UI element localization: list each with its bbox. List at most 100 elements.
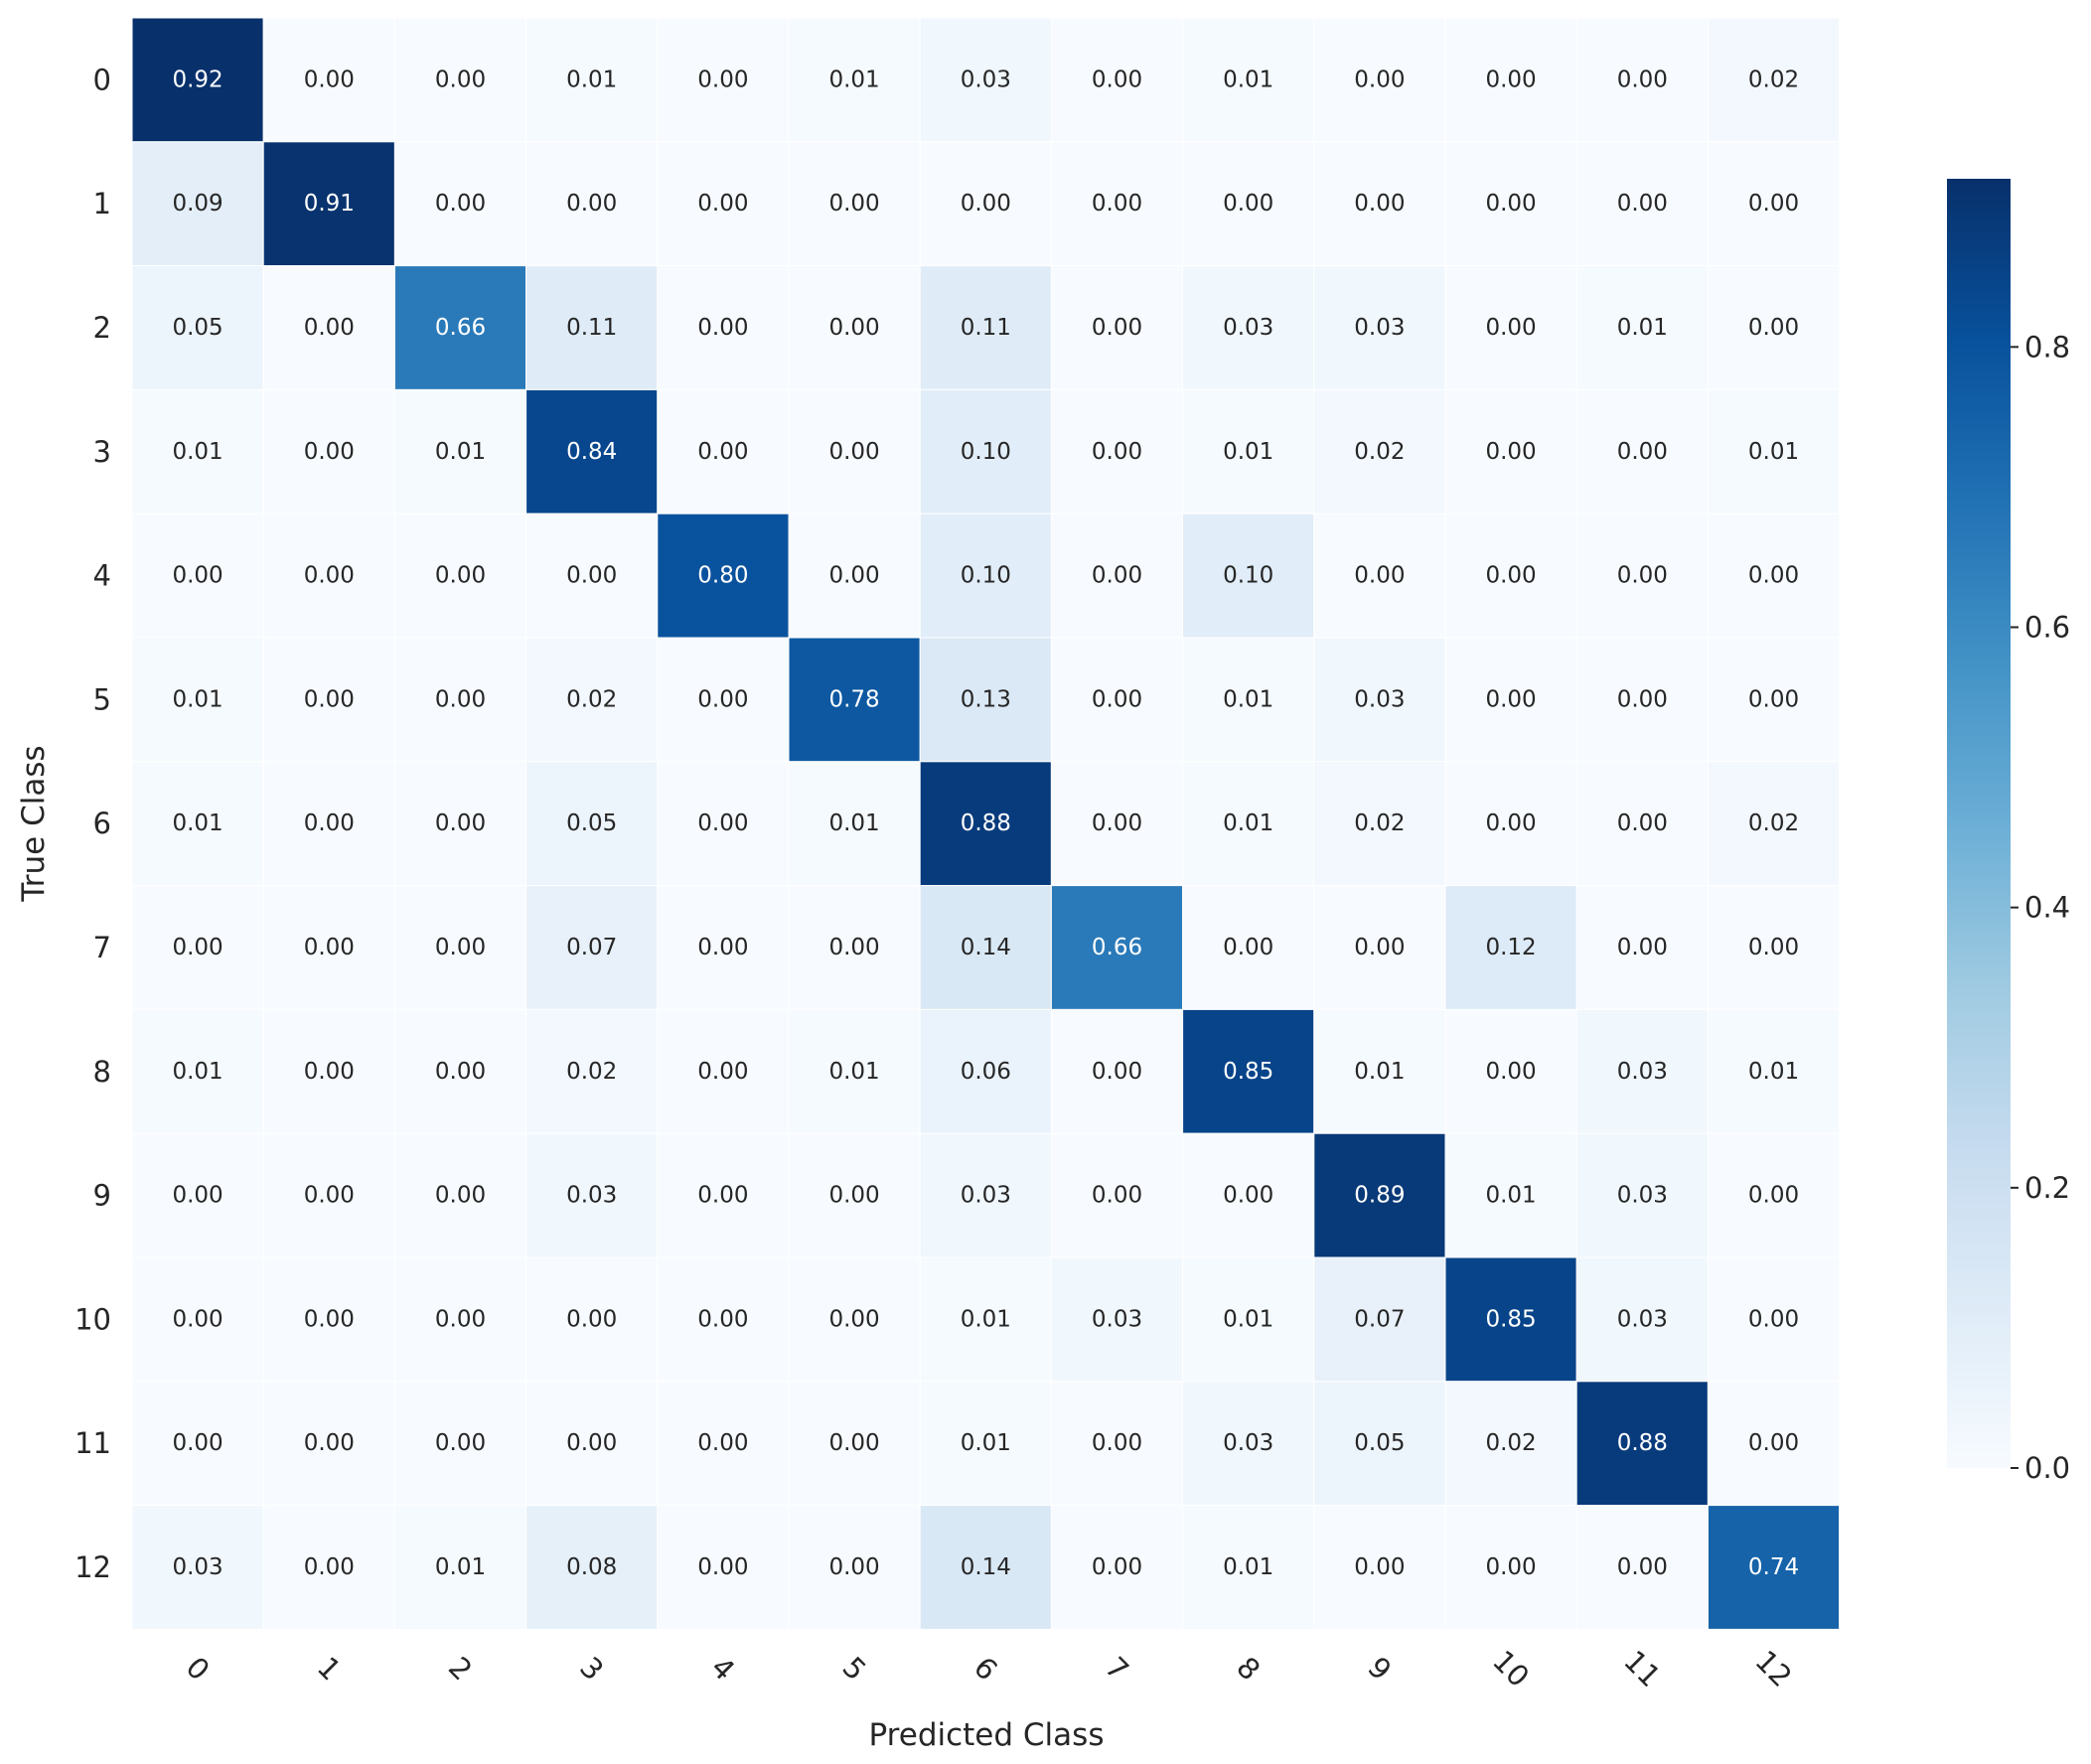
heatmap-cell bbox=[1444, 265, 1577, 390]
heatmap-cell bbox=[1050, 637, 1184, 763]
heatmap-cell bbox=[1313, 637, 1446, 763]
heatmap-cell bbox=[657, 1132, 790, 1258]
x-tick-label: 8 bbox=[1230, 1650, 1267, 1687]
heatmap-cell bbox=[1575, 388, 1709, 514]
heatmap-cell bbox=[525, 388, 659, 514]
heatmap-cell bbox=[919, 141, 1052, 267]
cell-value-label: 0.00 bbox=[1485, 315, 1536, 341]
cell-value-label: 0.01 bbox=[172, 1059, 223, 1085]
heatmap-cell bbox=[1050, 141, 1184, 267]
cell-value-label: 0.80 bbox=[697, 563, 748, 589]
heatmap-cell bbox=[1182, 885, 1315, 1010]
heatmap-cell bbox=[919, 1381, 1052, 1507]
cell-value-label: 0.00 bbox=[1748, 191, 1799, 217]
cell-value-label: 0.00 bbox=[304, 563, 355, 589]
cell-value-label: 0.00 bbox=[1617, 935, 1668, 960]
cell-value-label: 0.03 bbox=[172, 1554, 223, 1580]
y-tick-label: 6 bbox=[93, 807, 111, 840]
cell-value-label: 0.00 bbox=[304, 686, 355, 712]
heatmap-cell bbox=[262, 1008, 395, 1134]
heatmap-cell bbox=[1707, 17, 1841, 143]
cell-value-label: 0.00 bbox=[697, 686, 748, 712]
cell-value-label: 0.00 bbox=[566, 1306, 617, 1332]
heatmap-cell bbox=[262, 1256, 395, 1383]
y-tick-label: 12 bbox=[75, 1550, 111, 1584]
heatmap-cell bbox=[1444, 1008, 1577, 1134]
x-tick-label: 10 bbox=[1486, 1644, 1536, 1693]
cell-value-label: 0.00 bbox=[697, 1430, 748, 1456]
cell-value-label: 0.00 bbox=[435, 191, 486, 217]
heatmap-cell bbox=[1313, 513, 1446, 639]
heatmap-cell bbox=[393, 885, 527, 1010]
cell-value-label: 0.14 bbox=[961, 1554, 1011, 1580]
heatmap-cell bbox=[1050, 1008, 1184, 1134]
cell-value-label: 0.00 bbox=[1354, 1554, 1405, 1580]
cell-value-label: 0.03 bbox=[1354, 315, 1405, 341]
cell-value-label: 0.00 bbox=[1092, 439, 1142, 465]
cell-value-label: 0.07 bbox=[566, 935, 617, 960]
heatmap-cell bbox=[393, 761, 527, 887]
heatmap-cell bbox=[1575, 1505, 1709, 1630]
cell-value-label: 0.01 bbox=[1485, 1183, 1536, 1209]
heatmap-cell bbox=[1707, 1505, 1841, 1630]
cell-value-label: 0.00 bbox=[828, 439, 879, 465]
heatmap-cell bbox=[788, 1132, 921, 1258]
cell-value-label: 0.00 bbox=[1092, 191, 1142, 217]
cell-value-label: 0.01 bbox=[1748, 439, 1799, 465]
x-tick-label: 12 bbox=[1748, 1644, 1798, 1693]
heatmap-cell bbox=[131, 265, 264, 390]
cell-value-label: 0.00 bbox=[1748, 935, 1799, 960]
heatmap-cell bbox=[788, 141, 921, 267]
heatmap-cell bbox=[1707, 1381, 1841, 1507]
cell-value-label: 0.00 bbox=[1092, 563, 1142, 589]
cell-value-label: 0.00 bbox=[1748, 1306, 1799, 1332]
cell-value-label: 0.00 bbox=[1485, 191, 1536, 217]
cell-value-label: 0.02 bbox=[1354, 810, 1405, 836]
cell-value-label: 0.00 bbox=[435, 810, 486, 836]
cell-value-label: 0.00 bbox=[697, 1554, 748, 1580]
cell-value-label: 0.66 bbox=[435, 315, 486, 341]
heatmap-cell bbox=[1050, 17, 1184, 143]
heatmap-cell bbox=[1182, 265, 1315, 390]
heatmap-cell bbox=[1707, 141, 1841, 267]
cell-value-label: 0.00 bbox=[1485, 439, 1536, 465]
heatmap-cell bbox=[1444, 761, 1577, 887]
heatmap-cell bbox=[393, 1008, 527, 1134]
cell-value-label: 0.00 bbox=[1617, 686, 1668, 712]
heatmap-cell bbox=[525, 1256, 659, 1383]
heatmap-cell bbox=[1575, 265, 1709, 390]
heatmap-cell bbox=[262, 1132, 395, 1258]
heatmap-cell bbox=[525, 1505, 659, 1630]
cell-value-label: 0.00 bbox=[697, 315, 748, 341]
heatmap-cell bbox=[1707, 265, 1841, 390]
heatmap-cell bbox=[393, 637, 527, 763]
cell-value-label: 0.00 bbox=[828, 935, 879, 960]
cell-value-label: 0.00 bbox=[566, 1430, 617, 1456]
heatmap-cell bbox=[1575, 1256, 1709, 1383]
cell-value-label: 0.00 bbox=[304, 439, 355, 465]
cell-value-label: 0.00 bbox=[1617, 563, 1668, 589]
heatmap-cell bbox=[1444, 1505, 1577, 1630]
heatmap-cell bbox=[525, 885, 659, 1010]
cell-value-label: 0.07 bbox=[1354, 1306, 1405, 1332]
heatmap-cell bbox=[788, 1505, 921, 1630]
heatmap-cell bbox=[131, 513, 264, 639]
cell-value-label: 0.66 bbox=[1092, 935, 1142, 960]
cell-value-label: 0.00 bbox=[828, 1306, 879, 1332]
heatmap-cell bbox=[788, 885, 921, 1010]
heatmap-cell bbox=[657, 885, 790, 1010]
cell-value-label: 0.01 bbox=[1223, 439, 1273, 465]
cell-value-label: 0.00 bbox=[1485, 1059, 1536, 1085]
cell-value-label: 0.00 bbox=[1223, 191, 1273, 217]
cell-value-label: 0.00 bbox=[1485, 563, 1536, 589]
cell-value-label: 0.00 bbox=[1748, 686, 1799, 712]
heatmap-cell bbox=[131, 637, 264, 763]
cell-value-label: 0.00 bbox=[435, 1059, 486, 1085]
heatmap-cell bbox=[1444, 1381, 1577, 1507]
cell-value-label: 0.92 bbox=[172, 67, 223, 92]
cell-value-label: 0.00 bbox=[1092, 1430, 1142, 1456]
x-tick-label: 0 bbox=[180, 1650, 217, 1687]
heatmap-cell bbox=[1182, 1256, 1315, 1383]
heatmap-cell bbox=[657, 513, 790, 639]
heatmap-cell bbox=[1707, 513, 1841, 639]
